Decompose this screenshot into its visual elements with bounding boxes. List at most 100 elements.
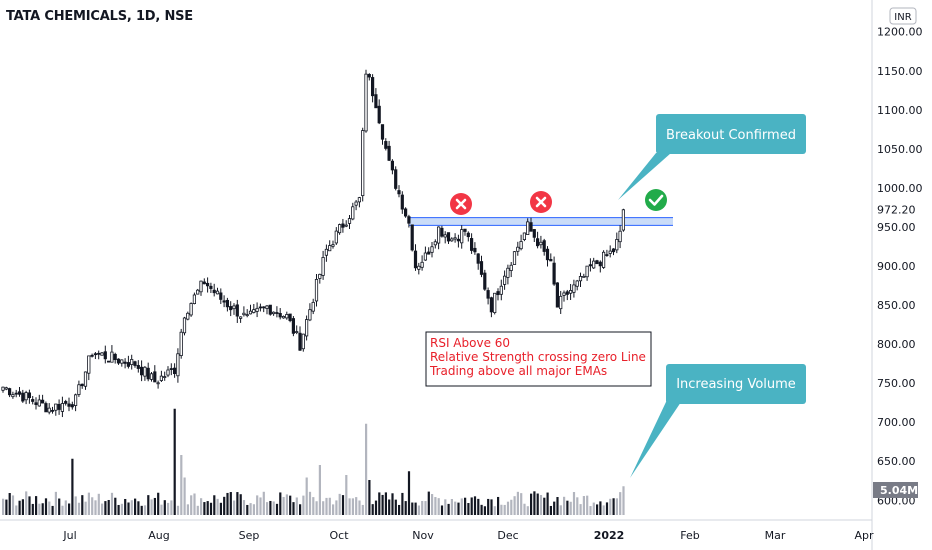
- volume-bar: [299, 504, 302, 515]
- candle-body: [473, 247, 477, 253]
- volume-bar: [543, 497, 546, 515]
- volume-bar: [216, 498, 219, 515]
- volume-bar: [183, 477, 186, 515]
- volume-bar: [64, 500, 67, 515]
- volume-bar: [338, 493, 341, 515]
- candle-body: [506, 267, 510, 278]
- volume-bar: [437, 498, 440, 515]
- volume-pointer: [630, 402, 681, 478]
- candle-body: [159, 375, 163, 381]
- volume-bar: [170, 500, 173, 515]
- volume-bar: [2, 498, 5, 515]
- volume-bar: [18, 500, 21, 515]
- candle-body: [37, 399, 41, 407]
- candle-body: [212, 289, 216, 294]
- volume-bar: [553, 501, 556, 515]
- candle-body: [569, 290, 573, 294]
- volume-bar: [576, 497, 579, 515]
- volume-bar: [592, 502, 595, 515]
- candle-body: [123, 361, 127, 364]
- volume-bar: [28, 496, 31, 515]
- volume-bar: [127, 502, 130, 515]
- volume-bar: [523, 503, 526, 515]
- candle-body: [248, 310, 253, 315]
- volume-bar: [447, 503, 450, 515]
- volume-bar: [200, 498, 203, 515]
- volume-bar: [374, 500, 378, 515]
- candle-body: [41, 399, 45, 404]
- candle-body: [357, 197, 362, 203]
- volume-bar: [605, 502, 609, 515]
- volume-bar: [302, 495, 305, 515]
- x-tick-label: Nov: [412, 529, 434, 542]
- candle-body: [304, 319, 309, 337]
- candle-body: [407, 216, 411, 224]
- candle-body: [417, 265, 421, 270]
- candle-body: [74, 394, 78, 406]
- candle-body: [113, 353, 117, 361]
- candle-body: [1, 386, 5, 391]
- candle-body: [146, 367, 150, 380]
- volume-bar: [391, 493, 394, 515]
- volume-bar: [8, 493, 11, 515]
- volume-bar: [97, 493, 100, 515]
- volume-bar: [120, 503, 123, 515]
- candle-body: [245, 314, 249, 317]
- x-tick-label: Mar: [765, 529, 786, 542]
- volume-bar: [358, 500, 361, 515]
- candle-body: [149, 373, 154, 380]
- candle-body: [621, 209, 626, 231]
- volume-bar: [503, 504, 506, 515]
- candle-body: [278, 312, 282, 318]
- volume-bar: [328, 497, 331, 515]
- note-line: RSI Above 60: [430, 336, 510, 350]
- chart-title: TATA CHEMICALS, 1D, NSE: [6, 9, 193, 24]
- candle-body: [479, 261, 484, 275]
- candle-body: [77, 384, 81, 395]
- volume-bar: [150, 499, 153, 515]
- volume-bar: [619, 492, 622, 515]
- volume-bar: [490, 499, 493, 515]
- volume-bar: [163, 500, 166, 515]
- candle-body: [374, 94, 378, 109]
- volume-bar: [454, 501, 457, 515]
- volume-bar: [530, 493, 533, 515]
- volume-bar: [315, 501, 318, 515]
- volume-bar: [510, 499, 513, 515]
- note-line: Trading above all major EMAs: [429, 364, 607, 378]
- candle-body: [555, 282, 560, 308]
- y-tick-label: 950.00: [877, 221, 916, 234]
- x-icon: [455, 198, 467, 210]
- candle-body: [70, 404, 74, 408]
- volume-bar: [104, 501, 107, 515]
- candle-body: [324, 248, 329, 256]
- candle-body: [4, 387, 8, 390]
- y-tick-label: 750.00: [877, 377, 916, 390]
- volume-bar: [477, 498, 480, 515]
- volume-bar: [233, 500, 236, 515]
- candle-body: [229, 306, 233, 311]
- current-price-label: 972.20: [877, 204, 916, 217]
- candle-body: [64, 401, 68, 404]
- y-tick-label: 900.00: [877, 260, 916, 273]
- x-tick-label: Feb: [680, 529, 699, 542]
- candle-body: [139, 366, 144, 376]
- candle-body: [598, 261, 602, 267]
- candle-body: [93, 353, 97, 356]
- volume-bar: [256, 495, 259, 515]
- volume-bar: [91, 497, 94, 515]
- volume-bar: [615, 498, 618, 515]
- volume-bar: [305, 477, 308, 515]
- volume-bar: [460, 498, 463, 515]
- candle-body: [367, 73, 371, 78]
- volume-bar: [61, 505, 64, 515]
- candle-body: [238, 316, 243, 319]
- candle-body: [258, 306, 263, 309]
- candle-body: [502, 275, 507, 285]
- candle-body: [476, 253, 480, 264]
- volume-bar: [124, 498, 127, 515]
- candle-body: [496, 291, 500, 296]
- candle-body: [136, 365, 140, 369]
- volume-bar: [173, 408, 176, 515]
